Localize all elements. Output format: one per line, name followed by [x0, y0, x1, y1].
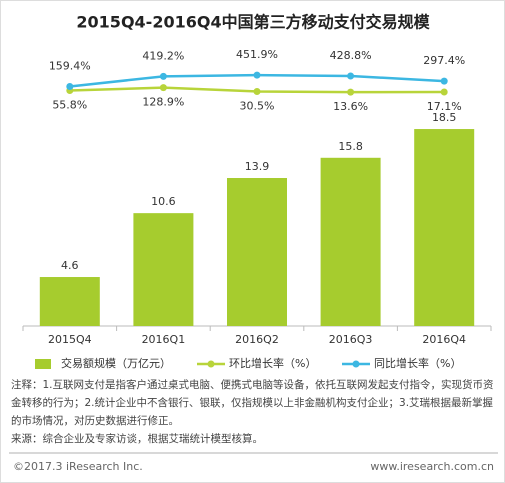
legend-swatch-dot	[207, 360, 215, 368]
line-value-label: 17.1%	[427, 100, 462, 113]
x-tick-label: 2015Q4	[48, 333, 92, 346]
x-tick-label: 2016Q1	[142, 333, 186, 346]
bar	[39, 277, 100, 326]
bar-value-label: 13.9	[245, 160, 270, 173]
line-value-label: 297.4%	[423, 54, 465, 67]
bar-value-label: 4.6	[61, 259, 79, 272]
line-point	[253, 87, 261, 95]
line-point	[159, 84, 167, 92]
bar-value-label: 18.5	[432, 111, 457, 124]
line-value-label: 13.6%	[333, 100, 368, 113]
legend-swatch-dot	[352, 360, 360, 368]
legend-label: 环比增长率（%）	[229, 356, 316, 370]
x-tick-label: 2016Q4	[422, 333, 466, 346]
x-tick-label: 2016Q2	[235, 333, 279, 346]
line-point	[347, 88, 355, 96]
line-point	[440, 77, 448, 85]
bar	[227, 178, 287, 326]
bar	[414, 129, 475, 326]
line-value-label: 428.8%	[330, 49, 372, 62]
line-point	[159, 72, 167, 80]
copyright: ©2017.3 iResearch Inc.	[13, 460, 143, 473]
bar-value-label: 10.6	[151, 195, 176, 208]
website: www.iresearch.com.cn	[370, 460, 494, 473]
bar-value-label: 15.8	[338, 140, 363, 153]
line-point	[440, 88, 448, 96]
legend-label: 交易额规模（万亿元）	[61, 356, 171, 370]
line-value-label: 159.4%	[49, 59, 91, 72]
legend-swatch	[35, 359, 51, 369]
line-value-label: 419.2%	[142, 49, 184, 62]
line-point	[347, 72, 355, 80]
source: 来源：综合企业及专家访谈，根据艾瑞统计模型核算。	[11, 433, 263, 445]
line-value-label: 451.9%	[236, 48, 278, 61]
notes: 注释：1.互联网支付是指客户通过桌式电脑、便携式电脑等设备，依托互联网发起支付指…	[11, 379, 494, 427]
line-value-label: 128.9%	[142, 96, 184, 109]
bar	[133, 213, 194, 326]
line-point	[66, 82, 74, 90]
bar	[320, 157, 381, 326]
legend-label: 同比增长率（%）	[374, 356, 461, 370]
chart-title: 2015Q4-2016Q4中国第三方移动支付交易规模	[76, 13, 430, 32]
line-point	[253, 71, 261, 79]
line-value-label: 30.5%	[240, 99, 275, 112]
line-value-label: 55.8%	[52, 98, 87, 111]
x-tick-label: 2016Q3	[329, 333, 373, 346]
